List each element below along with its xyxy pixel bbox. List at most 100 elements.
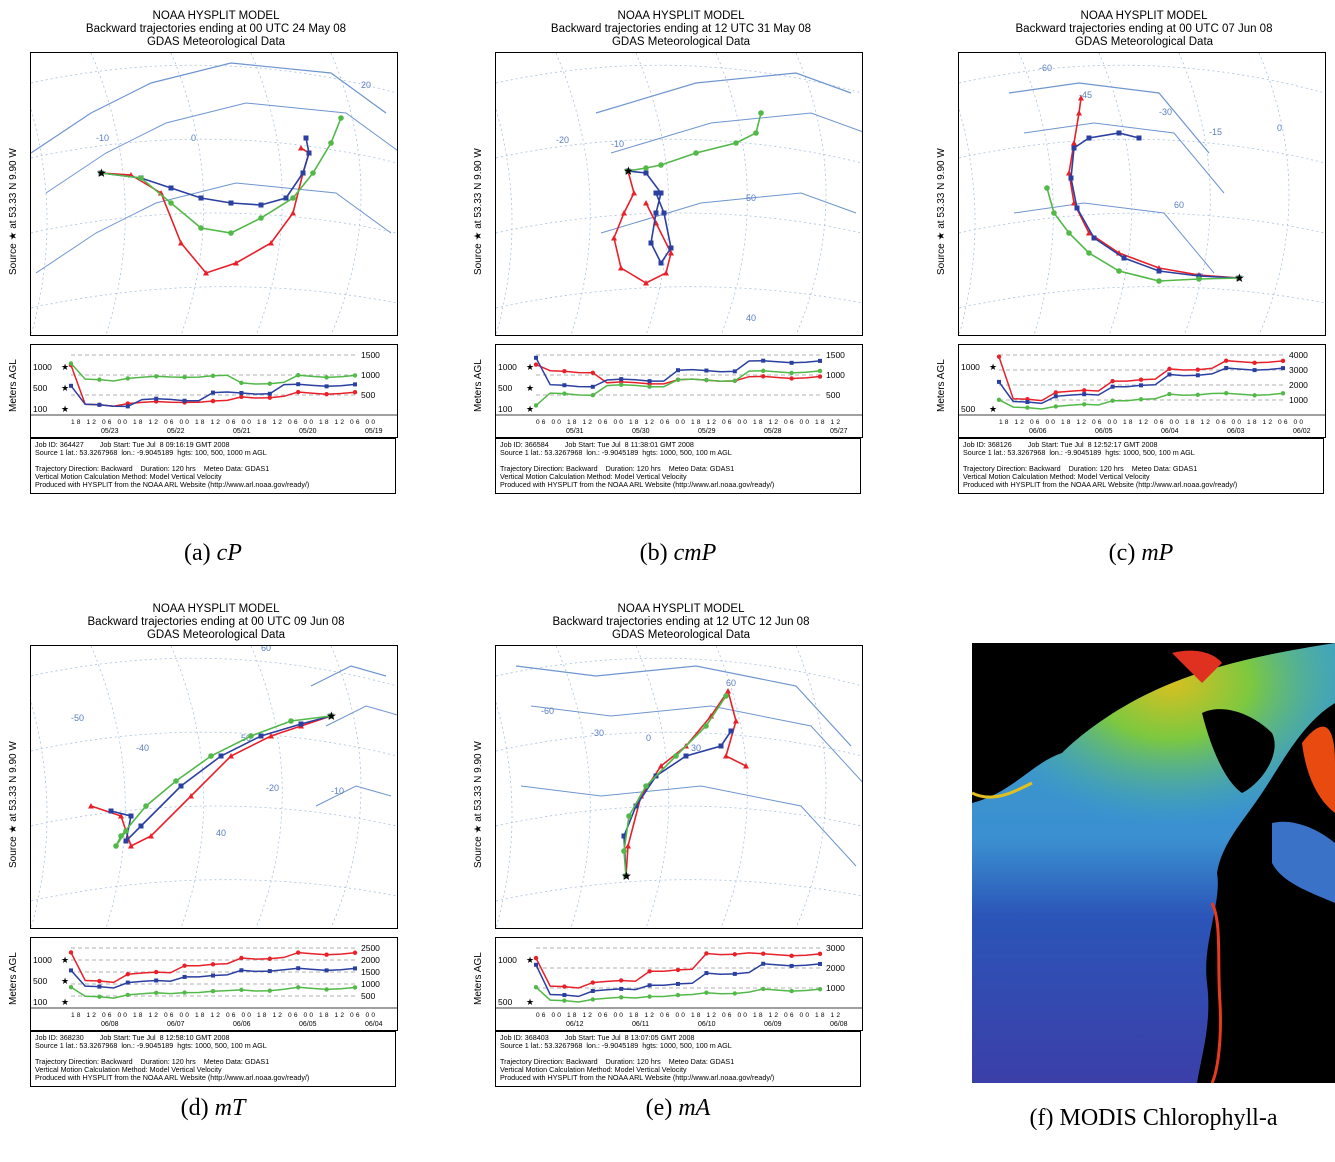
start-star-icon: ★ <box>989 404 997 414</box>
source-star-icon: ★ <box>623 164 634 178</box>
trajectory-green-marker <box>1086 250 1092 256</box>
height-green-marker <box>211 989 215 993</box>
trajectory-green-marker <box>1156 278 1162 284</box>
height-plot-svg: 150010005001000 ★500 ★100 ★06 00 18 12 06 0… <box>496 345 862 437</box>
trajectory-green-marker <box>643 165 649 171</box>
height-red-marker <box>296 390 300 394</box>
trajectory-blue-marker <box>304 136 309 141</box>
height-red-marker <box>562 984 566 988</box>
trajectory-blue-marker <box>659 191 664 196</box>
agl-right-tick: 1000 <box>1289 395 1308 405</box>
panel-title: NOAA HYSPLIT MODEL <box>495 603 867 616</box>
height-green-marker <box>268 381 272 385</box>
height-blue-marker <box>704 369 708 373</box>
trajectory-blue-marker <box>299 722 304 727</box>
height-green-marker <box>534 985 538 989</box>
panel-data-source: GDAS Meteorological Data <box>30 629 402 642</box>
caption-prefix: (a) <box>184 540 217 566</box>
trajectory-green-marker <box>258 215 264 221</box>
height-green-marker <box>1139 397 1143 401</box>
height-blue-marker <box>1196 373 1200 377</box>
trajectory-red-marker <box>1071 140 1077 146</box>
trajectory-red-marker <box>611 235 617 241</box>
agl-right-tick: 500 <box>826 390 840 400</box>
height-green-marker <box>1054 404 1058 408</box>
map-grid-label: -30 <box>1159 107 1172 117</box>
trajectory-green-marker <box>643 783 649 789</box>
trajectory-blue-marker <box>259 734 264 739</box>
agl-left-tick: 100 <box>33 404 47 414</box>
date-tick: 06/05 <box>299 1021 317 1028</box>
panel-title: NOAA HYSPLIT MODEL <box>495 10 867 23</box>
panel-data-source: GDAS Meteorological Data <box>30 36 402 49</box>
trajectory-blue-marker <box>307 151 312 156</box>
height-green-marker <box>1082 402 1086 406</box>
panel-e: NOAA HYSPLIT MODEL Backward trajectories … <box>495 603 867 1143</box>
date-tick: 06/10 <box>698 1021 716 1028</box>
source-label: Source ★ at 53.33 N 9.90 W <box>473 148 484 275</box>
caption-prefix: (b) <box>640 540 674 566</box>
source-label: Source ★ at 53.33 N 9.90 W <box>473 741 484 868</box>
trajectory-green-marker <box>123 828 129 834</box>
trajectory-blue-marker <box>139 824 144 829</box>
date-tick: 06/03 <box>1227 428 1245 435</box>
job-info: Job ID: 366584 Job Start: Tue Jul 8 11:3… <box>495 438 861 494</box>
agl-left-tick: 1000 <box>33 362 52 372</box>
job-info-line: Source 1 lat.: 53.3267968 lon.: -9.90451… <box>500 449 856 457</box>
map-grid-label: -20 <box>556 135 569 145</box>
height-red-marker <box>353 951 357 955</box>
trajectory-blue-marker <box>654 191 659 196</box>
date-tick: 05/21 <box>233 428 251 435</box>
panel-subtitle: Backward trajectories ending at 00 UTC 0… <box>958 23 1330 36</box>
height-red-marker <box>733 952 737 956</box>
trajectory-blue-marker <box>1137 136 1142 141</box>
panel-f <box>972 643 1335 1083</box>
height-blue-marker <box>591 385 595 389</box>
height-red-marker <box>324 392 328 396</box>
trajectory-green-marker <box>138 175 144 181</box>
job-info-line: Produced with HYSPLIT from the NOAA ARL … <box>500 1074 856 1082</box>
date-tick: 06/02 <box>1293 428 1311 435</box>
height-blue-marker <box>1054 394 1058 398</box>
trajectory-blue-marker <box>1157 269 1162 274</box>
date-tick: 05/29 <box>698 428 716 435</box>
caption-f: (f) MODIS Chlorophyll-a <box>972 1105 1335 1132</box>
time-ticks: 18 12 06 00 18 12 06 00 18 12 06 00 18 1… <box>71 419 375 426</box>
job-info-line: Produced with HYSPLIT from the NOAA ARL … <box>500 481 856 489</box>
height-green-marker <box>619 995 623 999</box>
trajectory-green-marker <box>1116 268 1122 274</box>
trajectory-blue-marker <box>229 201 234 206</box>
height-red-marker <box>324 953 328 957</box>
date-tick: 06/12 <box>566 1021 584 1028</box>
height-red-marker <box>1167 367 1171 371</box>
height-blue-marker <box>1167 372 1171 376</box>
height-green-marker <box>591 997 595 1001</box>
trajectory-green-marker <box>248 733 254 739</box>
start-star-icon: ★ <box>61 404 69 414</box>
trajectory-blue-marker <box>199 196 204 201</box>
job-info: Job ID: 368230 Job Start: Tue Jul 8 12:5… <box>30 1031 396 1087</box>
height-green-marker <box>818 369 822 373</box>
job-info-line: Produced with HYSPLIT from the NOAA ARL … <box>35 481 391 489</box>
height-red-marker <box>268 957 272 961</box>
trajectory-blue-marker <box>169 186 174 191</box>
height-green-marker <box>182 990 186 994</box>
height-blue-marker <box>211 391 215 395</box>
agl-right-tick: 1000 <box>826 370 845 380</box>
date-tick: 05/27 <box>830 428 848 435</box>
panel-data-source: GDAS Meteorological Data <box>958 36 1330 49</box>
height-green-marker <box>1224 391 1228 395</box>
height-blue-marker <box>676 982 680 986</box>
trajectory-map-svg: -60 -45 -30 -15 0 60 ★ <box>959 53 1325 335</box>
height-blue-marker <box>325 968 329 972</box>
height-green-marker <box>1025 405 1029 409</box>
height-blue-marker <box>1224 366 1228 370</box>
height-green-marker <box>268 988 272 992</box>
trajectory-green-marker <box>693 150 699 156</box>
height-red-marker <box>619 978 623 982</box>
height-red-marker <box>211 962 215 966</box>
height-blue-marker <box>1111 385 1115 389</box>
trajectory-blue-marker <box>1075 206 1080 211</box>
height-red <box>71 953 355 983</box>
height-blue-marker <box>1281 366 1285 370</box>
